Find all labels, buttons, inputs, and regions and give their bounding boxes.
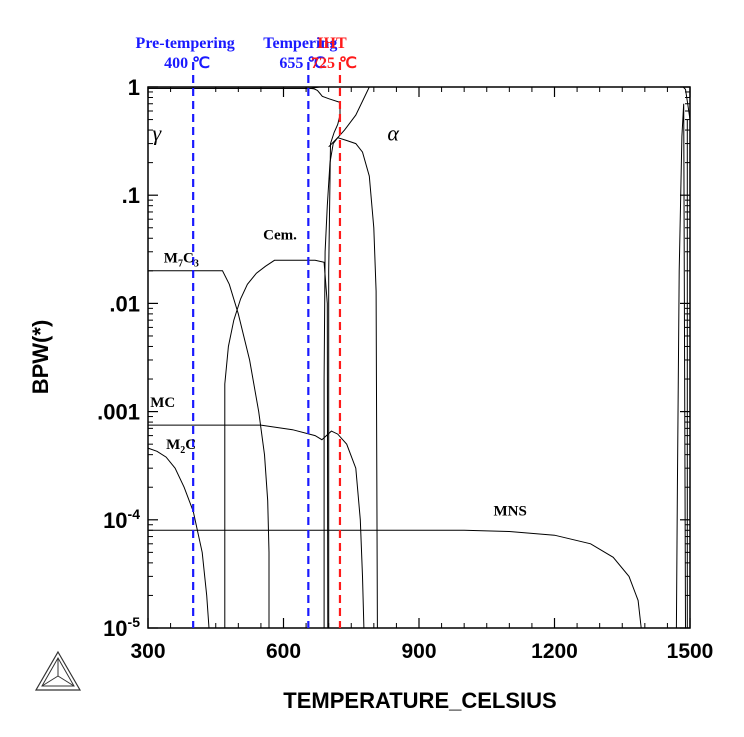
phase-label-mns: MNS — [494, 503, 527, 519]
x-tick-label: 600 — [266, 640, 301, 663]
temperature-marker-value: 725 ℃ — [311, 55, 357, 72]
y-tick-label: 10-5 — [103, 614, 140, 641]
temperature-marker-title: IHT — [317, 35, 347, 52]
phase-curve — [224, 259, 329, 629]
temperature-marker-title: Tempering — [263, 35, 337, 52]
phase-curve — [148, 424, 365, 629]
y-tick-label: .01 — [109, 291, 140, 316]
phase-label-gamma: γ — [153, 121, 163, 146]
x-tick-label: 1200 — [531, 640, 578, 663]
y-tick-label: 1 — [128, 75, 140, 100]
phase-label-m2c: M2C — [166, 437, 196, 456]
x-axis-label: TEMPERATURE_CELSIUS — [283, 688, 556, 713]
phase-curve — [328, 137, 378, 629]
phase-curve — [148, 529, 642, 629]
y-tick-label: .1 — [122, 183, 140, 208]
phase-label-alpha: α — [387, 121, 399, 146]
phase-curve — [323, 86, 691, 628]
phase-label-mc: MC — [150, 395, 175, 411]
phase-curve — [148, 270, 270, 628]
chart-labels: γ α M7C3 Cem. MC M2C MNS — [150, 121, 527, 520]
phase-curve — [147, 447, 210, 629]
logo-icon — [34, 650, 82, 691]
y-tick-label: .001 — [97, 400, 140, 425]
x-tick-label: 1500 — [667, 640, 714, 663]
temperature-marker-value: 655 ℃ — [279, 55, 325, 72]
x-tick-label: 900 — [401, 640, 436, 663]
phase-label-cem: Cem. — [263, 227, 297, 243]
plot-area-border — [147, 86, 691, 629]
temperature-marker-title: Pre-tempering — [136, 35, 235, 52]
axis-ticks: 300 600 900 1200 1500 1 .1 .01 .001 10-4 10-5 — [97, 75, 713, 663]
phase-curve — [148, 87, 341, 628]
phase-curve — [148, 86, 684, 89]
x-tick-label: 300 — [130, 640, 165, 663]
phase-curves — [147, 86, 691, 629]
temperature-marker-value: 400 ℃ — [164, 55, 210, 72]
phase-label-m7c3: M7C3 — [164, 250, 199, 269]
temperature-markers: Pre-tempering 400 ℃ Tempering 655 ℃ IHT 725 ℃ — [136, 35, 357, 628]
plot-frame — [147, 86, 691, 629]
phase-curve — [675, 103, 686, 629]
y-tick-label: 10-4 — [103, 506, 140, 533]
y-axis-label: BPW(*) — [28, 320, 53, 395]
